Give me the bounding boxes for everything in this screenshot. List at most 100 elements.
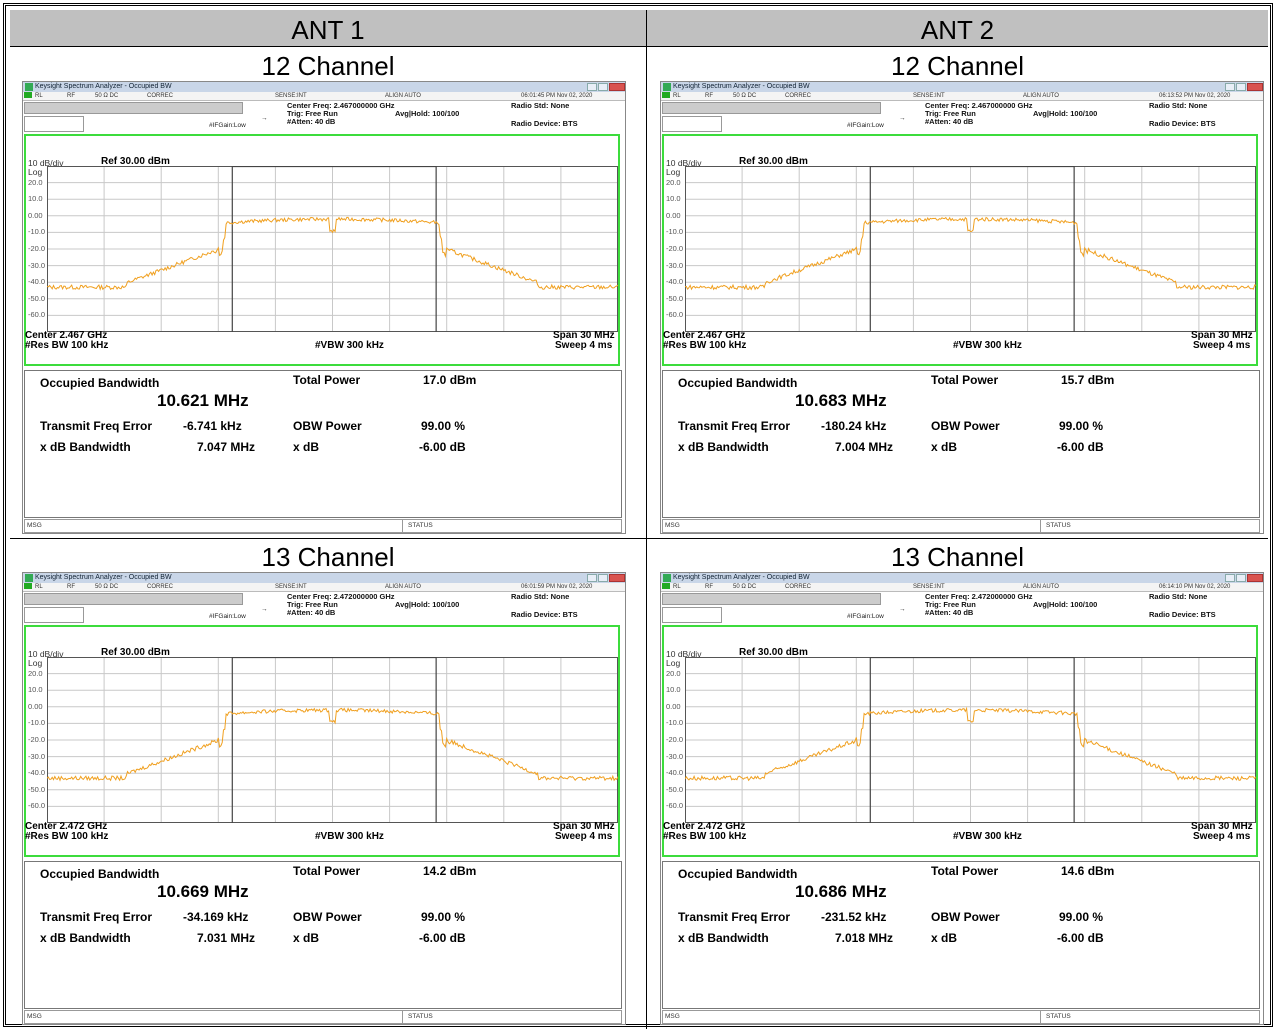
status-correc: CORREC [785,584,812,590]
obw-power-value: 99.00 % [421,419,466,433]
input-field[interactable] [24,102,243,114]
y-tick-label: -40.0 [666,768,684,778]
channel-title: 13 Channel [891,542,1024,572]
input-field-small[interactable] [24,607,84,623]
spectrum-analyzer-screenshot: Keysight Spectrum Analyzer - Occupied BW… [660,81,1264,534]
spectrum-plot [685,166,1256,332]
status-rl: RL [673,93,681,99]
divider [402,520,403,532]
maximize-icon[interactable] [598,574,608,582]
status-bar: RL RF 50 Ω DC CORREC SENSE:INT ALIGN AUTO 06:1… [661,92,1263,101]
trigger-arrow-icon: → [261,115,268,122]
status-correc: CORREC [147,584,174,590]
span-label: Span 30 MHz [553,330,615,341]
occ-bw-value: 10.621 MHz [157,391,249,410]
divider [402,1011,403,1023]
center-freq-setting: Center Freq: 2.472000000 GHz [925,592,1033,601]
window-title-bar: Keysight Spectrum Analyzer - Occupied BW [23,82,625,92]
minimize-icon[interactable] [1225,83,1235,91]
app-icon [663,83,671,91]
tx-freq-error-label: Transmit Freq Error [678,910,791,924]
window-title-bar: Keysight Spectrum Analyzer - Occupied BW [23,573,625,583]
minimize-icon[interactable] [587,574,597,582]
minimize-icon[interactable] [1225,574,1235,582]
y-tick-label: -30.0 [666,751,684,761]
window-title-bar: Keysight Spectrum Analyzer - Occupied BW [661,573,1263,583]
status-label: STATUS [408,522,433,529]
spectrum-plot [47,657,618,823]
sweep-label: Sweep 4 ms [1193,340,1251,351]
app-icon [663,574,671,582]
occ-bw-value: 10.683 MHz [795,391,887,410]
xdb-value: -6.00 dB [1057,931,1104,945]
window-title: Keysight Spectrum Analyzer - Occupied BW [35,574,172,581]
input-field-small[interactable] [24,116,84,132]
vbw-label: #VBW 300 kHz [315,340,384,351]
close-icon[interactable] [609,83,625,91]
obw-power-label: OBW Power [931,419,1000,433]
maximize-icon[interactable] [598,83,608,91]
status-ohm: 50 Ω DC [95,584,119,590]
xdb-bw-label: x dB Bandwidth [678,931,769,945]
status-ohm: 50 Ω DC [733,584,757,590]
xdb-label: x dB [931,931,958,945]
atten-setting: #Atten: 40 dB [287,608,336,617]
obw-power-label: OBW Power [931,910,1000,924]
close-icon[interactable] [609,574,625,582]
total-power-value: 17.0 dBm [423,373,477,387]
center-label: Center 2.472 GHz [25,821,108,832]
spectrum-trace [685,706,1256,782]
center-freq-setting: Center Freq: 2.472000000 GHz [287,592,395,601]
status-bar: RL RF 50 Ω DC CORREC SENSE:INT ALIGN AUTO 06:1… [661,583,1263,592]
minimize-icon[interactable] [587,83,597,91]
total-power-label: Total Power [293,373,361,387]
avg-hold-setting: Avg|Hold: 100/100 [395,600,460,609]
scale-label: 10 dB/div [28,158,64,168]
input-field-small[interactable] [662,116,722,132]
xdb-value: -6.00 dB [1057,440,1104,454]
xdb-bw-label: x dB Bandwidth [40,440,131,454]
window-controls [1225,83,1263,91]
y-tick-label: -10.0 [666,227,684,237]
occ-bw-label: Occupied Bandwidth [40,376,160,390]
center-freq-setting: Center Freq: 2.467000000 GHz [925,101,1033,110]
close-icon[interactable] [1247,574,1263,582]
y-tick-label: 20.0 [666,668,681,678]
status-sense: SENSE:INT [275,584,307,590]
status-bar: RL RF 50 Ω DC CORREC SENSE:INT ALIGN AUTO 06:0… [23,583,625,592]
message-bar: MSG STATUS [24,519,622,533]
atten-setting: #Atten: 40 dB [925,117,974,126]
divider [1040,1011,1041,1023]
avg-hold-setting: Avg|Hold: 100/100 [1033,109,1098,118]
results-panel: Occupied Bandwidth 10.621 MHz Total Power 1… [24,370,622,518]
input-field[interactable] [24,593,243,605]
header-ant1: ANT 1 [10,10,646,47]
input-field[interactable] [662,593,881,605]
status-ohm: 50 Ω DC [95,93,119,99]
status-correc: CORREC [147,93,174,99]
ref-level: Ref 30.00 dBm [739,647,808,658]
y-tick-label: -10.0 [28,227,46,237]
status-correc: CORREC [785,93,812,99]
close-icon[interactable] [1247,83,1263,91]
app-icon [25,574,33,582]
trigger-setting: Trig: Free Run [287,600,338,609]
total-power-label: Total Power [931,373,999,387]
center-label: Center 2.467 GHz [663,330,746,341]
xdb-bw-label: x dB Bandwidth [678,440,769,454]
xdb-label: x dB [931,440,958,454]
spectrum-graph: 10 dB/div Log Ref 30.00 dBm 20.0 10.0 0.00 -10… [662,134,1258,366]
channel-title: 13 Channel [261,542,395,572]
status-rl: RL [35,93,43,99]
maximize-icon[interactable] [1236,574,1246,582]
msg-label: MSG [27,1013,42,1020]
window-title: Keysight Spectrum Analyzer - Occupied BW [673,574,810,581]
maximize-icon[interactable] [1236,83,1246,91]
input-field[interactable] [662,102,881,114]
total-power-value: 15.7 dBm [1061,373,1115,387]
avg-hold-setting: Avg|Hold: 100/100 [395,109,460,118]
ref-level: Ref 30.00 dBm [739,156,808,167]
input-field-small[interactable] [662,607,722,623]
occ-bw-label: Occupied Bandwidth [678,867,798,881]
